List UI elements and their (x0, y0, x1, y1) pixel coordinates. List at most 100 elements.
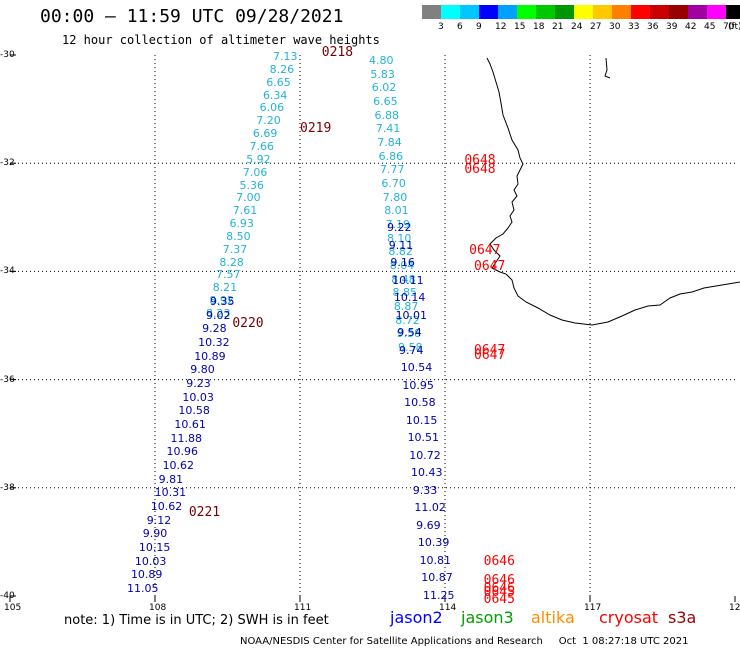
colorbar-label: 45 (704, 22, 716, 32)
swh-value-west: 10.61 (174, 418, 206, 431)
satellite-label-jason2: jason2 (390, 608, 443, 627)
colorbar-swatch (631, 5, 650, 19)
colorbar-swatch (422, 5, 441, 19)
colorbar-swatch (612, 5, 631, 19)
swh-value-east: 6.86 (378, 149, 404, 163)
swh-value-west: 10.03 (134, 554, 167, 568)
swh-value-west: 8.92 (209, 294, 234, 308)
swh-value-east: 7.41 (375, 122, 401, 136)
swh-value-east: 6.88 (374, 108, 400, 122)
swh-value-west: 8.26 (269, 62, 295, 76)
swh-value-west: 10.62 (150, 500, 183, 513)
swh-value-east: 8.87 (393, 300, 419, 313)
pass-time-label: 0645 (483, 584, 515, 600)
swh-value-east: 9.54 (397, 326, 422, 340)
pass-time-label: 0645 (483, 591, 515, 607)
swh-value-east: 7.80 (382, 190, 408, 204)
swh-value-west: 8.28 (219, 255, 244, 269)
swh-value-west: 6.65 (266, 75, 291, 89)
swh-value-west: 10.58 (178, 404, 210, 418)
lat-tick-label: -38 (0, 482, 15, 493)
swh-value-west: 9.90 (142, 527, 168, 541)
swh-value-west: 7.61 (232, 204, 258, 218)
swh-value-west: 6.69 (252, 127, 278, 141)
colorbar-swatch (479, 5, 498, 19)
swh-value-east: 8.01 (384, 204, 409, 218)
swh-value-east: 10.72 (409, 448, 441, 462)
swh-value-west: 10.15 (138, 541, 171, 554)
swh-value-east: 9.74 (399, 343, 424, 357)
axis-ticks (9, 54, 736, 602)
satellite-label-altika: altika (531, 608, 575, 627)
swh-value-east: 11.25 (423, 589, 455, 602)
inlet-coastline (604, 57, 611, 79)
swh-value-west: 10.62 (162, 459, 195, 472)
swh-value-east: 9.58 (398, 341, 423, 354)
colorbar-label: 3 (438, 22, 444, 32)
swh-value-west: 10.03 (182, 390, 214, 404)
lon-tick-label: 120 (729, 603, 740, 613)
swh-value-west: 6.06 (259, 101, 285, 115)
swh-value-west: 9.23 (186, 377, 211, 390)
swh-value-east: 8.04 (389, 259, 415, 272)
swh-value-west: 9.81 (158, 472, 184, 486)
swh-value-east: 10.54 (400, 361, 433, 375)
colorbar-label: 12 (495, 22, 507, 32)
swh-value-east: 10.43 (411, 466, 443, 480)
pass-time-label: 0648 (464, 161, 496, 177)
colorbar-label: 15 (514, 22, 526, 32)
colorbar-label: 24 (571, 22, 583, 32)
pass-time-label: 0647 (474, 258, 506, 274)
swh-value-east: 10.39 (417, 536, 450, 550)
pass-time-label: 0647 (474, 348, 506, 364)
swh-value-west: 11.05 (127, 582, 159, 595)
colorbar-label: 9 (476, 22, 482, 32)
swh-value-east: 8.10 (386, 231, 412, 245)
swh-value-east: 4.80 (369, 54, 394, 67)
swh-value-east: 10.11 (392, 273, 424, 287)
swh-value-east: 9.33 (412, 483, 438, 497)
pass-time-label: 0648 (464, 153, 496, 169)
swh-value-east: 8.82 (388, 245, 413, 259)
swh-value-east: 10.95 (402, 378, 434, 392)
swh-value-west: 8.50 (226, 229, 251, 243)
lon-tick-label: 114 (439, 603, 457, 613)
australia-coastline (486, 57, 740, 326)
lat-tick-label: -36 (0, 374, 15, 385)
swh-value-east: 10.87 (421, 571, 453, 585)
colorbar-label: 27 (590, 22, 602, 32)
colorbar-swatch (441, 5, 460, 19)
colorbar-swatch (498, 5, 517, 19)
colorbar-label: 39 (666, 22, 678, 32)
swh-value-west: 9.80 (190, 363, 215, 377)
pass-time-label: 0646 (483, 553, 515, 569)
colorbar-label: 42 (685, 22, 697, 32)
lat-tick-label: -30 (0, 50, 15, 60)
swh-value-west: 9.12 (146, 513, 172, 527)
swh-value-east: 9.69 (416, 518, 441, 532)
swh-value-west: 7.57 (216, 268, 241, 282)
swh-value-east: 10.81 (419, 553, 452, 567)
satellite-label-jason3: jason3 (461, 608, 514, 627)
pass-time-label: 0221 (188, 505, 221, 521)
colorbar-swatch (650, 5, 669, 19)
swh-value-west: 7.66 (249, 139, 275, 153)
swh-value-east: 7.77 (380, 163, 405, 177)
swh-value-west: 5.92 (246, 152, 271, 166)
swh-value-east: 10.51 (407, 431, 440, 445)
colorbar-label: (ft) (728, 22, 740, 32)
swh-value-west: 7.37 (222, 242, 248, 256)
swh-value-east: 11.02 (414, 501, 446, 515)
swh-value-east: 10.14 (393, 291, 426, 305)
swh-value-east: 7.19 (385, 218, 411, 231)
colorbar-swatch (669, 5, 688, 19)
colorbar-label: 33 (628, 22, 640, 32)
swh-value-west: 8.23 (206, 307, 231, 320)
swh-value-west: 9.28 (202, 322, 227, 336)
swh-value-east: 10.01 (395, 308, 428, 322)
colorbar-label: 18 (533, 22, 545, 32)
pass-time-label: 0647 (469, 242, 501, 258)
colorbar-swatch (555, 5, 574, 19)
page-title: 00:00 – 11:59 UTC 09/28/2021 (40, 6, 344, 27)
